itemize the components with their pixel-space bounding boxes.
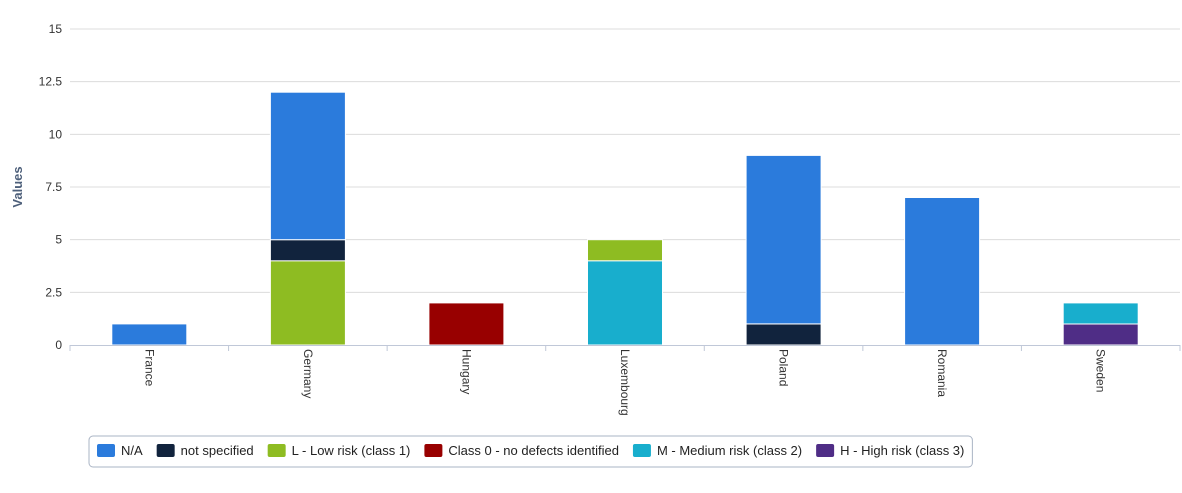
legend-label: not specified [181,443,254,458]
legend-item[interactable]: L - Low risk (class 1) [267,443,411,458]
legend: N/A not specified L - Low risk (class 1) Cl… [88,435,973,468]
x-category-label: Germany [301,349,315,398]
legend-item[interactable]: not specified [156,443,254,458]
bar-segment[interactable] [1062,302,1139,325]
legend-label: H - High risk (class 3) [840,443,964,458]
y-tick-label: 12.5 [39,75,63,89]
x-category-label: Romania [935,349,949,397]
y-tick-label: 2.5 [45,285,62,299]
y-tick-label: 10 [49,127,63,141]
x-axis [69,345,1181,351]
legend-label: L - Low risk (class 1) [292,443,411,458]
y-tick-label: 0 [55,338,62,352]
bars [111,91,1139,346]
y-tick-label: 5 [55,233,62,247]
legend-swatch [156,444,175,457]
x-category-label: Poland [777,349,791,386]
legend-item[interactable]: Class 0 - no defects identified [424,443,619,458]
x-category-label: Sweden [1094,349,1108,392]
x-category-label: France [142,349,156,387]
legend-label: N/A [121,443,143,458]
bar-segment[interactable] [269,239,346,262]
legend-swatch [632,444,651,457]
bar-segment[interactable] [428,302,505,346]
legend-swatch [267,444,286,457]
y-tick-label: 7.5 [45,180,62,194]
x-category-label: Hungary [459,349,473,394]
bar-segment[interactable] [269,91,346,241]
y-axis-ticks: 0 2.5 5 7.5 10 12.5 15 [39,22,63,352]
legend-swatch [424,444,443,457]
bar-segment[interactable] [745,323,822,346]
legend-box [88,435,973,468]
legend-item[interactable]: N/A [97,443,143,458]
bar-segment[interactable] [904,197,981,346]
y-axis-title: Values [10,166,25,207]
y-tick-label: 15 [49,22,63,36]
bar-segment[interactable] [269,260,346,346]
legend-label: Class 0 - no defects identified [448,443,619,458]
bar-segment[interactable] [587,239,663,262]
legend-swatch [97,444,115,457]
bar-segment[interactable] [1062,323,1139,346]
bar-segment[interactable] [745,154,822,325]
gridlines [70,28,1180,293]
legend-label: M - Medium risk (class 2) [657,443,802,458]
legend-swatch [816,444,835,457]
x-category-label: Luxembourg [618,349,632,416]
legend-item[interactable]: H - High risk (class 3) [816,443,964,458]
legend-item[interactable]: M - Medium risk (class 2) [632,443,802,458]
bar-segment[interactable] [587,260,663,346]
x-axis-labels: France Germany Hungary Luxembourg Poland Roma… [142,349,1107,416]
bar-segment[interactable] [111,323,188,346]
